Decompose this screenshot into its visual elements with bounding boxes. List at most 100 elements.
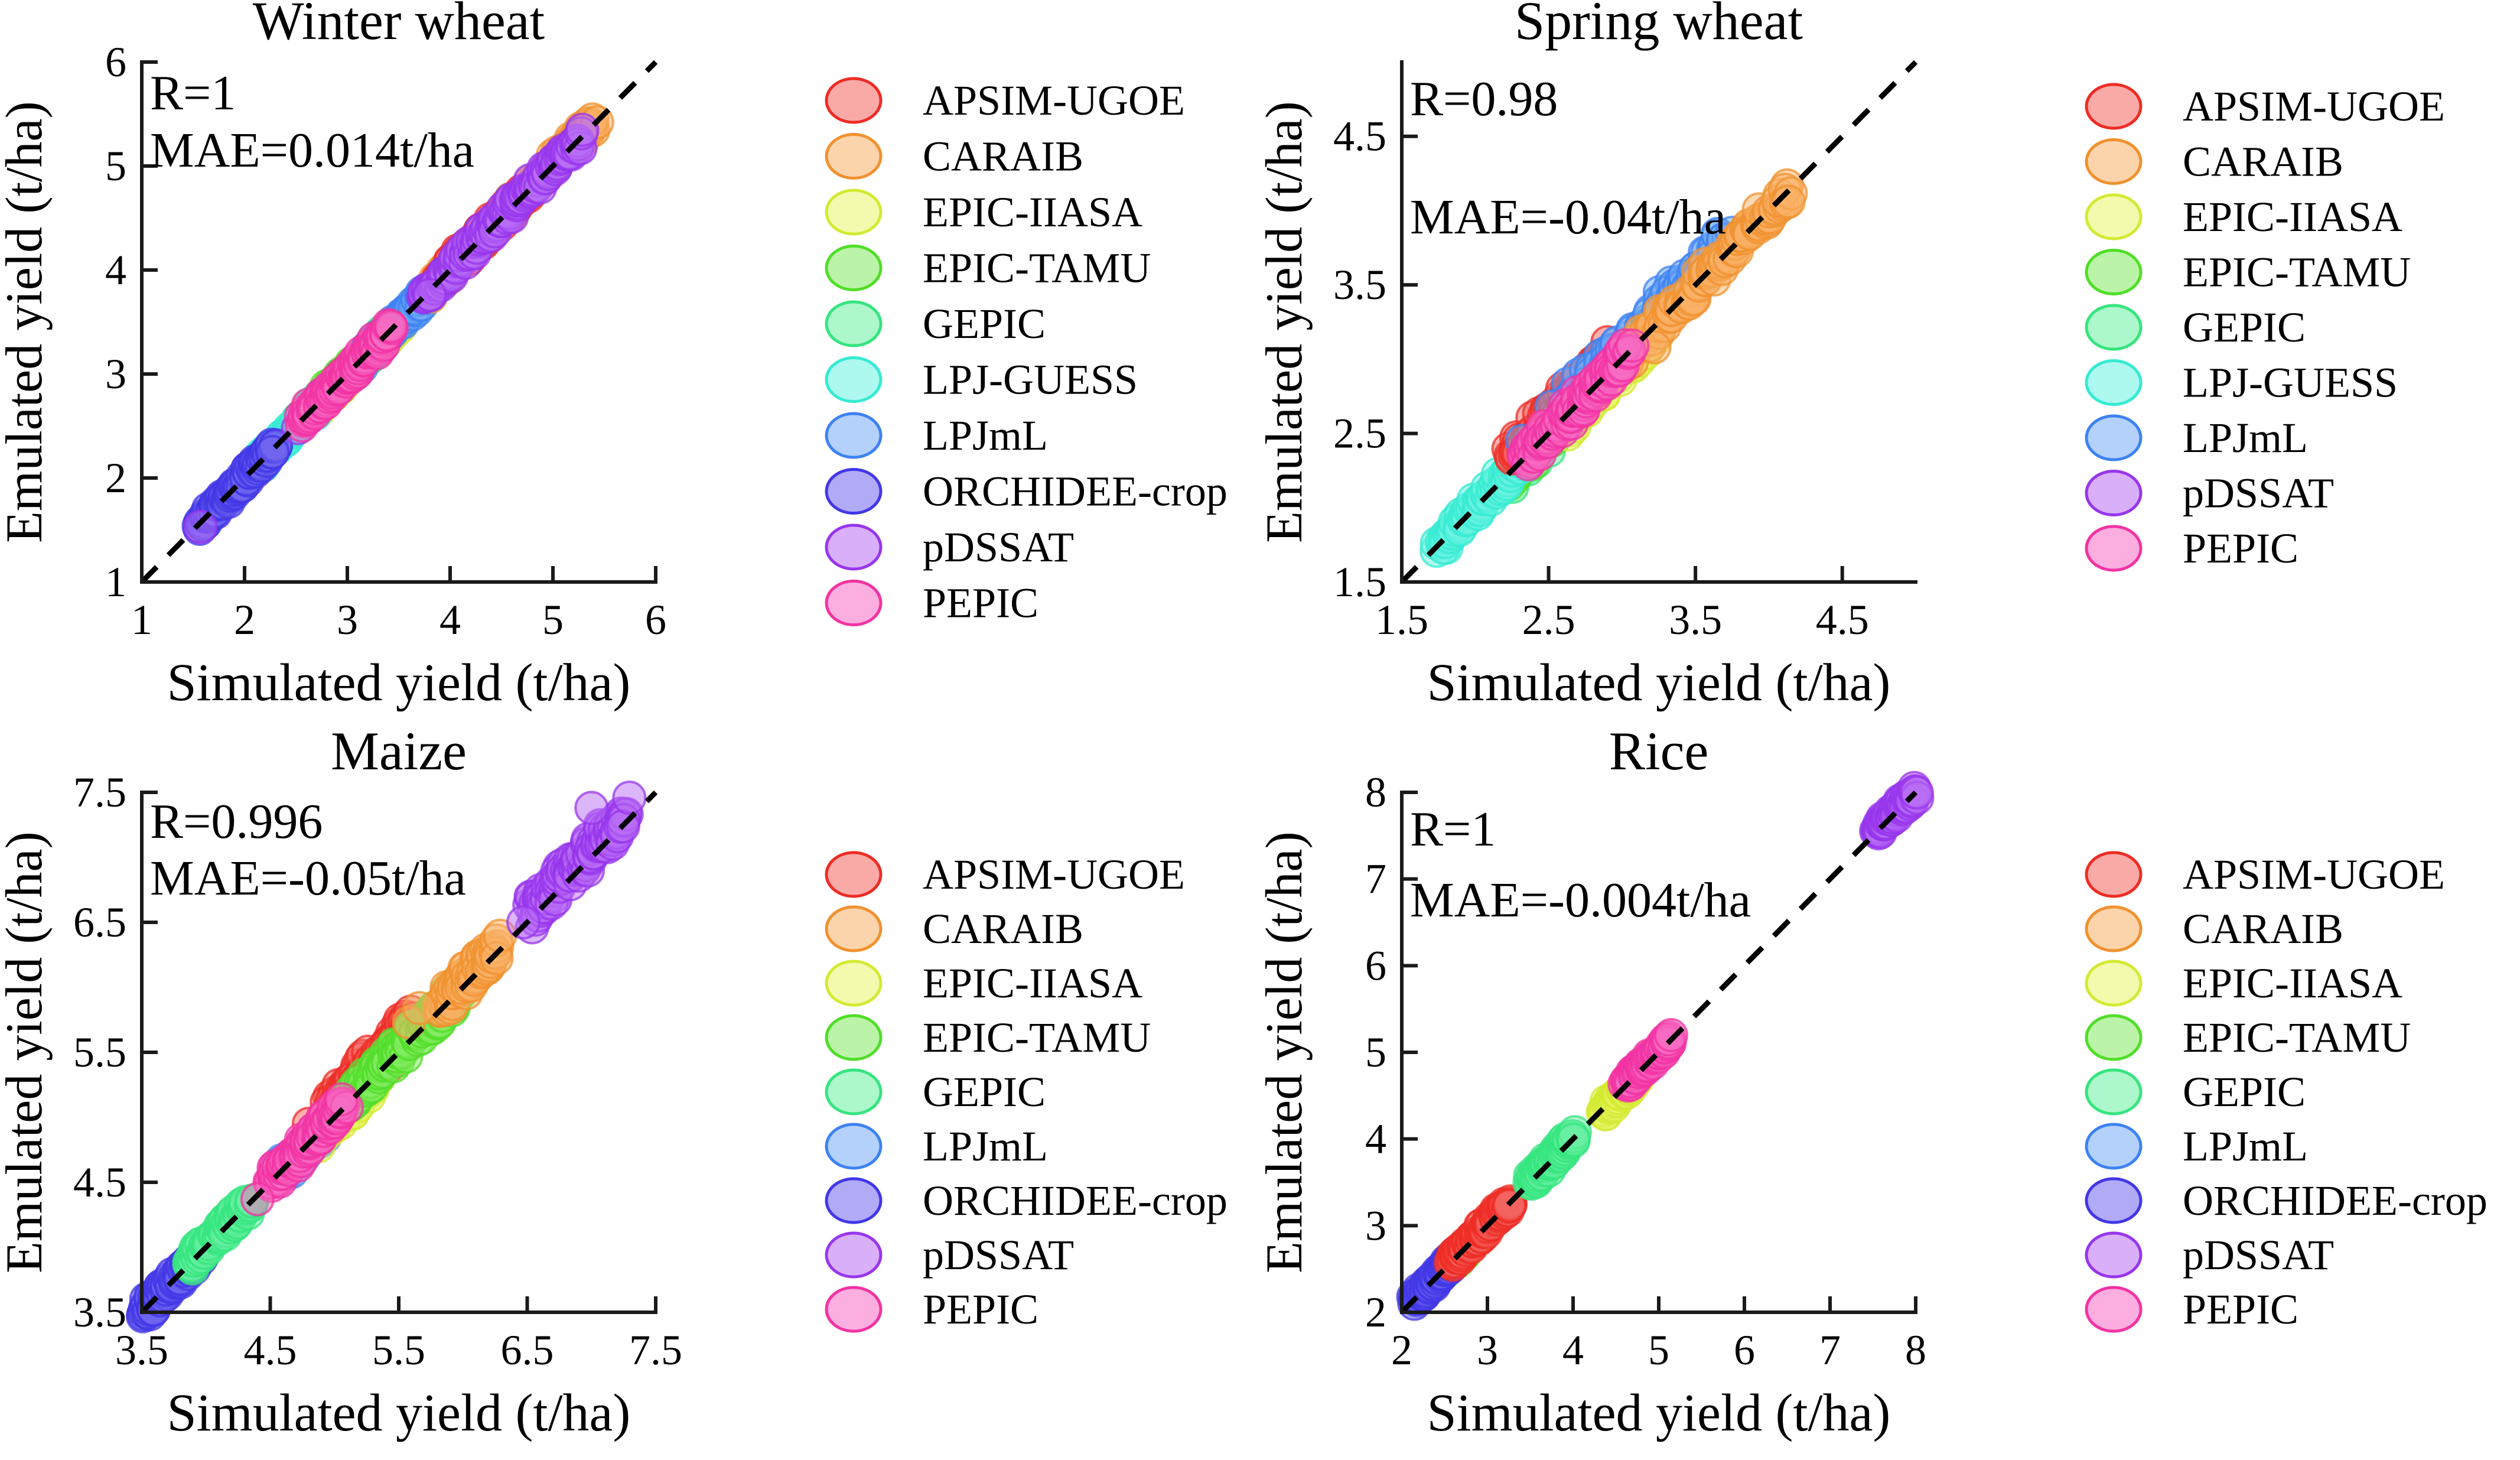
x-tick-label: 3 [337,596,358,643]
legend-label: CARAIB [2183,905,2343,952]
mae-value-text: MAE=-0.04t/ha [1410,190,1726,245]
mae-value-text: MAE=-0.05t/ha [150,851,466,906]
legend-label: EPIC-TAMU [2183,249,2411,296]
y-axis-label: Emulated yield (t/ha) [0,831,53,1273]
legend-label: ORCHIDEE-crop [2183,1177,2488,1224]
legend-label: CARAIB [2183,138,2343,186]
legend-marker-icon [2085,1177,2143,1224]
chart-maize: 3.5 4.5 5.5 6.5 7.5 3.5 4.5 5.5 6.5 7.5 Maize Simul… [0,721,1228,1442]
y-tick-label: 6 [105,38,126,86]
legend-marker-icon [2085,1014,2143,1061]
legend-label: ORCHIDEE-crop [923,468,1228,515]
x-axis-label: Simulated yield (t/ha) [1427,1384,1891,1442]
legend-label: GEPIC [2183,304,2306,351]
legend-marker-icon [2085,193,2143,240]
data-point-CARAIB [1771,184,1806,219]
identity-line [1399,790,1918,1315]
legend-marker-icon [825,905,883,952]
x-tick-label: 6 [1734,1326,1755,1374]
legend-label: EPIC-IIASA [923,188,1142,236]
legend-item-GEPIC: GEPIC [2085,1068,2306,1116]
legend-label: EPIC-IIASA [2183,960,2402,1007]
legend-label: pDSSAT [2183,1231,2334,1279]
scatter-series [125,781,647,1334]
axes [140,60,657,584]
y-tick-label: 1 [105,558,126,606]
legend-label: EPIC-TAMU [923,245,1151,292]
legend-label: EPIC-TAMU [923,1014,1151,1061]
legend-marker-icon [2085,1286,2143,1333]
mae-value-text: MAE=0.014t/ha [150,123,474,178]
legend-marker-icon [2085,138,2143,185]
tick-labels: 3.5 4.5 5.5 6.5 7.5 3.5 4.5 5.5 6.5 7.5 [73,769,682,1374]
y-tick-label: 4.5 [73,1159,126,1206]
data-point-PEPIC [240,1182,275,1217]
legend-item-pDSSAT: pDSSAT [2085,1231,2334,1279]
legend-item-EPIC-IIASA: EPIC-IIASA [825,960,1142,1007]
legend-marker-icon [825,356,883,403]
legend-label: CARAIB [923,133,1083,180]
data-point-pDSSAT [183,509,218,544]
legend-label: GEPIC [923,1068,1046,1116]
legend-item-LPJmL: LPJmL [825,412,1048,459]
x-tick-label: 3.5 [115,1326,168,1374]
x-tick-label: 5 [1648,1326,1669,1374]
legend-label: ORCHIDEE-crop [923,1177,1228,1224]
legend-marker-icon [825,580,883,626]
x-tick-label: 2 [234,596,255,643]
legend-marker-icon [825,133,883,180]
chart-rice: 2 3 4 5 6 7 8 2 3 4 5 6 7 8 Rice Simulated yield (t/ha)… [1256,721,2488,1442]
panel-spring-wheat: Spring wheat 1.5 2.5 3.5 4.5 1.5 2.5 3.5 4.5 Spr… [1256,0,2520,730]
legend-label: LPJmL [923,412,1048,459]
legend-marker-icon [825,1123,883,1170]
x-tick-label: 4 [1562,1326,1584,1374]
y-tick-label: 2 [1365,1289,1386,1336]
series-pDSSAT [1859,770,1935,851]
legend-item-EPIC-IIASA: EPIC-IIASA [825,188,1142,236]
legend-marker-icon [825,1177,883,1224]
legend-item-pDSSAT: pDSSAT [825,1231,1074,1279]
legend-item-LPJmL: LPJmL [825,1123,1048,1170]
x-tick-label: 8 [1905,1326,1926,1374]
legend-marker-icon [2085,249,2143,295]
legend-marker-icon [825,960,883,1007]
r-value-text: R=0.98 [1410,71,1558,126]
x-axis-label: Simulated yield (t/ha) [167,653,631,712]
panel-maize: Maize 3.5 4.5 5.5 6.5 7.5 3.5 4.5 5.5 6.5 7.5 Maiz… [0,721,1260,1460]
data-point-pDSSAT [1899,775,1934,810]
legend-item-LPJ-GUESS: LPJ-GUESS [825,356,1138,404]
axes [1400,791,1917,1314]
x-tick-label: 1 [131,596,152,643]
legend-marker-icon [825,412,883,459]
legend-item-CARAIB: CARAIB [825,905,1083,952]
data-point-pDSSAT [612,781,647,815]
data-point-PEPIC [373,309,408,344]
legend-label: LPJ-GUESS [923,356,1138,404]
x-tick-label: 4 [439,596,461,643]
legend-label: pDSSAT [2183,470,2334,517]
y-axis-label: Emulated yield (t/ha) [1256,831,1313,1273]
x-tick-label: 3 [1477,1326,1498,1374]
data-point-pDSSAT [506,905,541,939]
legend-item-LPJmL: LPJmL [2085,1123,2308,1170]
legend-item-LPJ-GUESS: LPJ-GUESS [2085,359,2398,407]
legend-item-APSIM-UGOE: APSIM-UGOE [2085,83,2445,130]
y-tick-label: 6.5 [73,899,126,946]
legend-marker-icon [2085,359,2143,406]
legend-marker-icon [825,1014,883,1061]
legend-item-CARAIB: CARAIB [2085,905,2343,952]
x-axis-label: Simulated yield (t/ha) [167,1384,631,1442]
legend-item-ORCHIDEE-crop: ORCHIDEE-crop [825,468,1228,515]
data-point-pDSSAT [565,112,600,147]
x-tick-label: 6 [645,596,666,643]
legend-item-PEPIC: PEPIC [825,580,1038,627]
legend-label: GEPIC [2183,1068,2306,1116]
legend-item-APSIM-UGOE: APSIM-UGOE [825,851,1185,898]
legend-label: APSIM-UGOE [923,851,1185,898]
legend-item-GEPIC: GEPIC [825,1068,1046,1116]
legend-item-PEPIC: PEPIC [2085,525,2298,572]
stats-annotation: R=0.98 MAE=-0.04t/ha [1410,71,1726,245]
